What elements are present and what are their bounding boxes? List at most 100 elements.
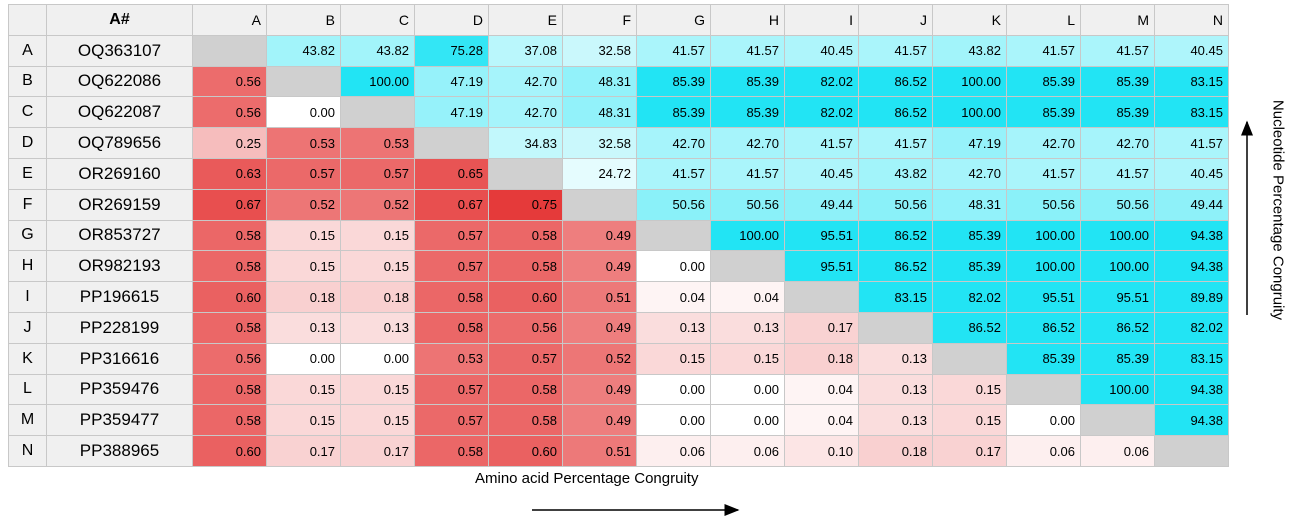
cell: 0.00 <box>266 96 341 129</box>
cell: 42.70 <box>488 96 563 129</box>
cell: 0.52 <box>562 342 637 375</box>
cell: 0.53 <box>340 127 415 159</box>
cell: 0.00 <box>710 404 785 437</box>
cell: 0.06 <box>636 435 711 467</box>
diagonal-cell <box>710 250 785 283</box>
accession: PP228199 <box>46 311 193 344</box>
cell: 0.58 <box>192 219 267 252</box>
cell: 48.31 <box>932 188 1007 221</box>
accession: OQ363107 <box>46 34 193 67</box>
cell: 86.52 <box>858 250 933 283</box>
accession: PP359477 <box>46 404 193 437</box>
cell: 32.58 <box>562 34 637 67</box>
cell: 0.58 <box>414 435 489 467</box>
cell: 0.13 <box>340 311 415 344</box>
cell: 86.52 <box>1080 311 1155 344</box>
cell: 24.72 <box>562 157 637 190</box>
cell: 0.17 <box>932 435 1007 467</box>
cell: 41.57 <box>710 34 785 67</box>
data-row: M PP359477 0.58 0.15 0.15 0.57 0.58 0.49 0.00 0.0… <box>8 404 1229 437</box>
cell: 94.38 <box>1154 250 1229 283</box>
cell: 0.58 <box>488 219 563 252</box>
cell: 0.18 <box>858 435 933 467</box>
cell: 0.06 <box>710 435 785 467</box>
cell: 0.18 <box>340 281 415 313</box>
cell: 95.51 <box>1006 281 1081 313</box>
accession: OR853727 <box>46 219 193 252</box>
cell: 32.58 <box>562 127 637 159</box>
cell: 0.06 <box>1080 435 1155 467</box>
cell: 0.15 <box>636 342 711 375</box>
data-row: D OQ789656 0.25 0.53 0.53 34.83 32.58 42.70 42.7… <box>8 127 1229 159</box>
cell: 100.00 <box>340 65 415 98</box>
cell: 0.58 <box>192 404 267 437</box>
accession: OR269159 <box>46 188 193 221</box>
cell: 0.58 <box>488 373 563 406</box>
diagonal-cell <box>932 342 1007 375</box>
cell: 41.57 <box>1080 157 1155 190</box>
accession: PP388965 <box>46 435 193 467</box>
cell: 83.15 <box>1154 96 1229 129</box>
cell: 85.39 <box>710 65 785 98</box>
cell: 0.04 <box>636 281 711 313</box>
cell: 82.02 <box>1154 311 1229 344</box>
column-header: K <box>932 4 1007 36</box>
diagonal-cell <box>636 219 711 252</box>
column-header: H <box>710 4 785 36</box>
cell: 0.57 <box>340 157 415 190</box>
accession: OQ622086 <box>46 65 193 98</box>
column-header: N <box>1154 4 1229 36</box>
cell: 0.56 <box>488 311 563 344</box>
cell: 43.82 <box>266 34 341 67</box>
cell: 0.60 <box>192 435 267 467</box>
cell: 0.15 <box>266 373 341 406</box>
cell: 0.15 <box>266 250 341 283</box>
cell: 0.51 <box>562 435 637 467</box>
column-header: M <box>1080 4 1155 36</box>
cell: 100.00 <box>1080 250 1155 283</box>
cell: 0.06 <box>1006 435 1081 467</box>
cell: 37.08 <box>488 34 563 67</box>
column-header: B <box>266 4 341 36</box>
cell: 0.57 <box>414 250 489 283</box>
cell: 50.56 <box>1080 188 1155 221</box>
cell: 100.00 <box>1006 250 1081 283</box>
cell: 0.18 <box>266 281 341 313</box>
cell: 85.39 <box>1080 342 1155 375</box>
cell: 0.04 <box>710 281 785 313</box>
cell: 41.57 <box>710 157 785 190</box>
data-row: G OR853727 0.58 0.15 0.15 0.57 0.58 0.49 100.00 9… <box>8 219 1229 252</box>
diagonal-cell <box>340 96 415 129</box>
data-row: L PP359476 0.58 0.15 0.15 0.57 0.58 0.49 0.00 0.0… <box>8 373 1229 406</box>
column-header: I <box>784 4 859 36</box>
cell: 85.39 <box>1080 96 1155 129</box>
cell: 0.13 <box>266 311 341 344</box>
row-label: C <box>8 96 47 129</box>
cell: 0.49 <box>562 250 637 283</box>
data-row: F OR269159 0.67 0.52 0.52 0.67 0.75 50.56 50.56 4… <box>8 188 1229 221</box>
cell: 41.57 <box>636 157 711 190</box>
corner <box>8 4 47 36</box>
cell: 0.63 <box>192 157 267 190</box>
row-label: A <box>8 34 47 67</box>
cell: 86.52 <box>858 65 933 98</box>
cell: 0.56 <box>192 96 267 129</box>
cell: 82.02 <box>932 281 1007 313</box>
row-label: D <box>8 127 47 159</box>
cell: 40.45 <box>1154 157 1229 190</box>
cell: 42.70 <box>710 127 785 159</box>
cell: 0.58 <box>414 281 489 313</box>
column-header: J <box>858 4 933 36</box>
row-label: I <box>8 281 47 313</box>
accession: PP316616 <box>46 342 193 375</box>
cell: 83.15 <box>858 281 933 313</box>
cell: 86.52 <box>858 219 933 252</box>
cell: 0.58 <box>488 250 563 283</box>
cell: 41.57 <box>636 34 711 67</box>
data-row: I PP196615 0.60 0.18 0.18 0.58 0.60 0.51 0.04 0.0… <box>8 281 1229 313</box>
cell: 0.60 <box>192 281 267 313</box>
cell: 95.51 <box>784 219 859 252</box>
cell: 0.17 <box>340 435 415 467</box>
cell: 0.00 <box>636 250 711 283</box>
cell: 100.00 <box>1080 373 1155 406</box>
